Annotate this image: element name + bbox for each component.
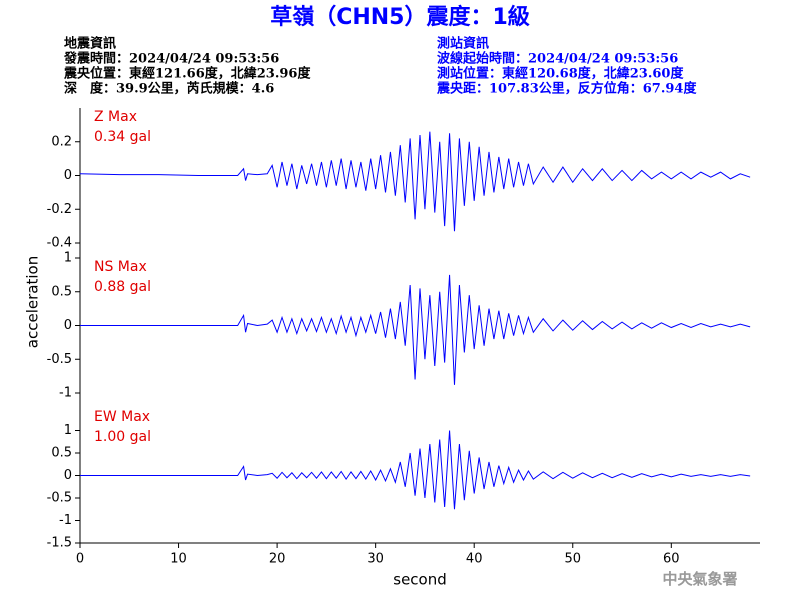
y-tick-label: 0 xyxy=(64,168,72,183)
footer: 中央氣象署 xyxy=(662,570,737,588)
y-tick-label: 0 xyxy=(64,318,72,333)
info-line: 震央距：107.83公里，反方位角：67.94度 xyxy=(436,81,697,97)
x-tick-label: 0 xyxy=(76,552,84,567)
y-tick-label: 1 xyxy=(64,251,72,266)
x-tick-label: 20 xyxy=(269,552,286,567)
info-line: 測站位置：東經120.68度，北緯23.60度 xyxy=(437,66,684,82)
info-line: 測站資訊 xyxy=(437,36,489,52)
x-tick-label: 60 xyxy=(663,552,680,567)
y-axis-label: acceleration xyxy=(24,256,42,348)
panel-max: 0.34 gal xyxy=(94,129,151,145)
x-tick-label: 40 xyxy=(466,552,483,567)
panel-max: 1.00 gal xyxy=(94,429,151,445)
y-tick-label: 0 xyxy=(64,468,72,483)
info-line: 地震資訊 xyxy=(64,36,116,52)
panel-max: 0.88 gal xyxy=(94,279,151,295)
y-tick-label: 0.5 xyxy=(51,446,72,461)
y-tick-label: -0.5 xyxy=(47,352,72,367)
x-tick-label: 50 xyxy=(564,552,581,567)
y-tick-label: -0.2 xyxy=(47,202,72,217)
waveform xyxy=(80,430,751,510)
info-line: 震央位置：東經121.66度，北緯23.96度 xyxy=(63,66,311,82)
waveform xyxy=(80,274,751,385)
x-tick-label: 10 xyxy=(170,552,187,567)
info-line: 發震時間：2024/04/24 09:53:56 xyxy=(63,51,279,67)
panel-label: EW Max xyxy=(94,409,150,425)
panel-label: NS Max xyxy=(94,259,147,275)
info-line: 波線起始時間：2024/04/24 09:53:56 xyxy=(437,51,678,67)
y-tick-label: 0.2 xyxy=(51,134,72,149)
x-tick-label: 30 xyxy=(367,552,384,567)
y-tick-label: -1 xyxy=(59,386,72,401)
y-tick-label: -1.5 xyxy=(47,536,72,551)
panel-label: Z Max xyxy=(94,109,137,125)
y-tick-label: 1 xyxy=(64,423,72,438)
y-tick-label: -0.4 xyxy=(47,236,72,251)
y-tick-label: -1 xyxy=(59,513,72,528)
y-tick-label: -0.5 xyxy=(47,491,72,506)
chart-title: 草嶺（CHN5）震度：1級 xyxy=(270,4,530,30)
info-line: 深 度：39.9公里，芮氏規模：4.6 xyxy=(64,81,274,97)
y-tick-label: 0.5 xyxy=(51,284,72,299)
x-axis-label: second xyxy=(393,571,447,589)
waveform xyxy=(79,131,751,232)
